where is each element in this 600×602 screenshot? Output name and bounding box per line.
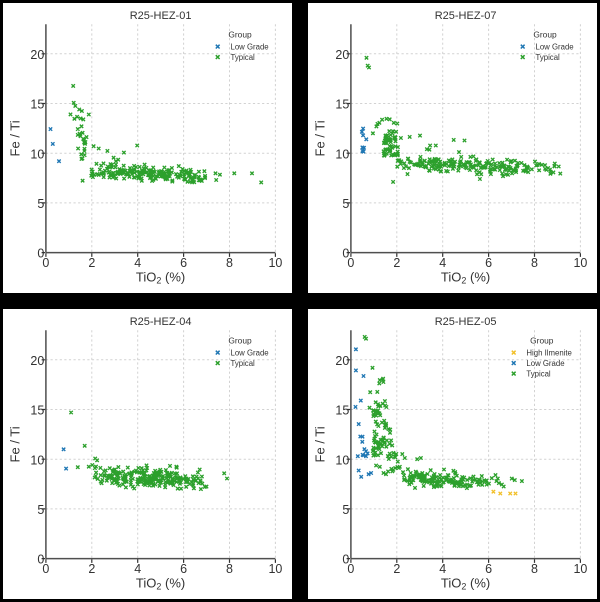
svg-text:TiO2 (%): TiO2 (%) — [441, 270, 490, 286]
svg-text:10: 10 — [30, 453, 44, 467]
svg-text:10: 10 — [335, 147, 349, 161]
svg-text:4: 4 — [134, 256, 141, 270]
svg-text:Typical: Typical — [526, 369, 551, 378]
svg-text:15: 15 — [30, 404, 44, 418]
svg-text:TiO2 (%): TiO2 (%) — [441, 576, 490, 592]
svg-text:Fe / Ti: Fe / Ti — [313, 120, 328, 156]
svg-text:Low Grade: Low Grade — [536, 42, 574, 51]
svg-text:Low Grade: Low Grade — [231, 42, 269, 51]
svg-text:0: 0 — [347, 562, 354, 576]
svg-text:20: 20 — [30, 354, 44, 368]
svg-text:6: 6 — [180, 562, 187, 576]
svg-text:10: 10 — [268, 256, 282, 270]
svg-text:8: 8 — [531, 256, 538, 270]
svg-text:4: 4 — [134, 562, 141, 576]
svg-text:Fe / Ti: Fe / Ti — [8, 120, 23, 156]
svg-text:Group: Group — [533, 30, 557, 40]
svg-text:5: 5 — [37, 503, 44, 517]
svg-text:8: 8 — [226, 256, 233, 270]
svg-text:6: 6 — [180, 256, 187, 270]
svg-text:0: 0 — [37, 247, 44, 261]
svg-text:Group: Group — [228, 336, 252, 346]
svg-text:8: 8 — [226, 562, 233, 576]
svg-text:10: 10 — [573, 256, 587, 270]
svg-text:20: 20 — [335, 48, 349, 62]
svg-text:15: 15 — [30, 98, 44, 112]
svg-text:2: 2 — [88, 256, 95, 270]
svg-text:5: 5 — [37, 197, 44, 211]
svg-text:R25-HEZ-04: R25-HEZ-04 — [130, 316, 192, 328]
svg-text:Fe / Ti: Fe / Ti — [313, 426, 328, 462]
svg-text:TiO2 (%): TiO2 (%) — [136, 270, 185, 286]
svg-text:Group: Group — [228, 30, 252, 40]
svg-text:5: 5 — [342, 503, 349, 517]
svg-text:15: 15 — [335, 98, 349, 112]
svg-text:Group: Group — [530, 336, 554, 346]
svg-text:0: 0 — [37, 553, 44, 567]
svg-text:20: 20 — [335, 354, 349, 368]
svg-text:0: 0 — [342, 553, 349, 567]
svg-text:8: 8 — [531, 562, 538, 576]
svg-text:R25-HEZ-07: R25-HEZ-07 — [435, 10, 497, 22]
svg-text:0: 0 — [347, 256, 354, 270]
svg-text:0: 0 — [342, 247, 349, 261]
svg-text:4: 4 — [439, 256, 446, 270]
svg-text:Typical: Typical — [231, 53, 256, 62]
svg-text:10: 10 — [335, 453, 349, 467]
svg-text:Low Grade: Low Grade — [231, 348, 269, 357]
svg-text:2: 2 — [88, 562, 95, 576]
svg-text:2: 2 — [393, 562, 400, 576]
svg-text:0: 0 — [42, 256, 49, 270]
svg-text:Low Grade: Low Grade — [526, 359, 564, 368]
svg-text:4: 4 — [439, 562, 446, 576]
svg-text:TiO2 (%): TiO2 (%) — [136, 576, 185, 592]
svg-text:6: 6 — [485, 256, 492, 270]
svg-text:High Ilmenite: High Ilmenite — [526, 348, 572, 357]
svg-text:5: 5 — [342, 197, 349, 211]
svg-text:R25-HEZ-01: R25-HEZ-01 — [130, 10, 192, 22]
svg-text:2: 2 — [393, 256, 400, 270]
svg-text:15: 15 — [335, 404, 349, 418]
svg-text:R25-HEZ-05: R25-HEZ-05 — [435, 316, 497, 328]
svg-text:10: 10 — [573, 562, 587, 576]
svg-text:Fe / Ti: Fe / Ti — [8, 426, 23, 462]
svg-text:Typical: Typical — [231, 359, 256, 368]
svg-text:10: 10 — [268, 562, 282, 576]
svg-text:20: 20 — [30, 48, 44, 62]
svg-text:10: 10 — [30, 147, 44, 161]
svg-text:0: 0 — [42, 562, 49, 576]
svg-text:Typical: Typical — [536, 53, 561, 62]
svg-text:6: 6 — [485, 562, 492, 576]
